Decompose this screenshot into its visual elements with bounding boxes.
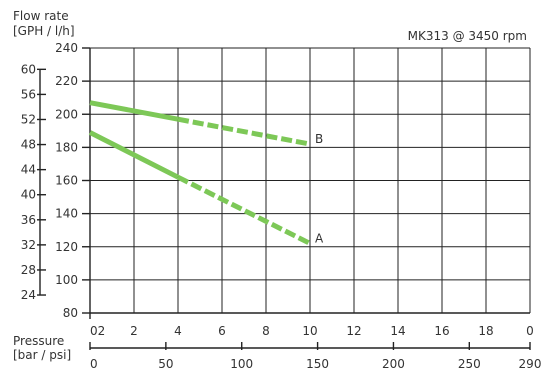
x-tick-label-bar: 10 bbox=[302, 324, 317, 338]
y-tick-label-gph: 44 bbox=[21, 163, 36, 177]
x-tick-label-psi: 50 bbox=[158, 357, 173, 371]
y-tick-label-gph: 56 bbox=[21, 87, 36, 101]
y-tick-label-lph: 100 bbox=[55, 273, 78, 287]
y-tick-label-gph: 48 bbox=[21, 138, 36, 152]
series-a-solid bbox=[88, 130, 180, 180]
x-tick-label-bar: 2 bbox=[130, 324, 138, 338]
y-tick-label-lph: 80 bbox=[63, 306, 78, 320]
y-tick-label-lph: 120 bbox=[55, 240, 78, 254]
x-tick-label-bar: 02 bbox=[90, 324, 105, 338]
x-tick-label-psi: 150 bbox=[306, 357, 329, 371]
y-tick-label-lph: 140 bbox=[55, 207, 78, 221]
axes bbox=[37, 47, 531, 350]
x-axis-label-line1: Pressure bbox=[13, 334, 64, 348]
x-tick-label-psi: 250 bbox=[458, 357, 481, 371]
x-tick-label-bar: 6 bbox=[218, 324, 226, 338]
y-tick-label-gph: 28 bbox=[21, 263, 36, 277]
series-label-a: A bbox=[315, 231, 324, 245]
tick-labels: 02 2 4 6 8 10 12 14 16 18 080100120140160180200220… bbox=[21, 41, 542, 371]
y-tick-label-lph: 220 bbox=[55, 74, 78, 88]
x-axis-label-line2: [bar / psi] bbox=[13, 348, 71, 362]
x-tick-label-bar: 16 bbox=[434, 324, 449, 338]
y-axis-label-line1: Flow rate bbox=[13, 9, 69, 23]
y-tick-label-gph: 40 bbox=[21, 188, 36, 202]
x-tick-label-bar: 0 bbox=[526, 324, 534, 338]
y-tick-label-gph: 32 bbox=[21, 238, 36, 252]
y-tick-label-lph: 160 bbox=[55, 174, 78, 188]
y-axis-label-line2: [GPH / l/h] bbox=[13, 24, 75, 38]
series-b-dashed bbox=[177, 116, 311, 147]
y-tick-label-lph: 200 bbox=[55, 107, 78, 121]
y-tick-label-lph: 180 bbox=[55, 140, 78, 154]
y-tick-label-gph: 24 bbox=[21, 288, 36, 302]
x-tick-label-bar: 12 bbox=[346, 324, 361, 338]
series-a-dashed bbox=[176, 174, 312, 246]
chart-title: MK313 @ 3450 rpm bbox=[408, 29, 527, 43]
x-tick-label-bar: 8 bbox=[262, 324, 270, 338]
y-tick-label-lph: 240 bbox=[55, 41, 78, 55]
series-label-b: B bbox=[315, 132, 323, 146]
series bbox=[88, 100, 312, 246]
y-tick-label-gph: 36 bbox=[21, 213, 36, 227]
grid bbox=[90, 47, 531, 313]
y-tick-label-gph: 52 bbox=[21, 112, 36, 126]
x-tick-label-psi: 0 bbox=[90, 357, 98, 371]
x-tick-label-bar: 18 bbox=[478, 324, 493, 338]
x-tick-label-bar: 4 bbox=[174, 324, 182, 338]
x-tick-label-psi: 200 bbox=[382, 357, 405, 371]
x-tick-label-bar: 14 bbox=[390, 324, 405, 338]
x-tick-label-psi: 290 bbox=[519, 357, 542, 371]
x-tick-label-psi: 100 bbox=[230, 357, 253, 371]
series-b-solid bbox=[89, 100, 179, 122]
y-tick-label-gph: 60 bbox=[21, 62, 36, 76]
